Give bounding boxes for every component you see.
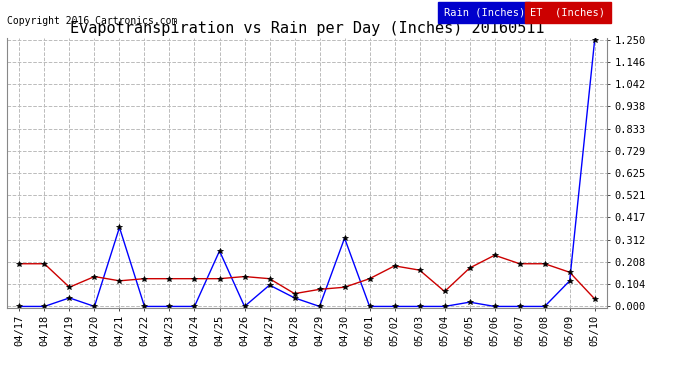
Rain (Inches): [591, 38, 599, 42]
Rain (Inches): [415, 304, 424, 309]
ET  (Inches): [391, 264, 399, 268]
Rain (Inches): [90, 304, 99, 309]
Text: Copyright 2016 Cartronics.com: Copyright 2016 Cartronics.com: [7, 16, 177, 26]
Rain (Inches): [266, 283, 274, 287]
ET  (Inches): [40, 261, 48, 266]
ET  (Inches): [115, 279, 124, 283]
Title: Evapotranspiration vs Rain per Day (Inches) 20160511: Evapotranspiration vs Rain per Day (Inch…: [70, 21, 544, 36]
ET  (Inches): [466, 266, 474, 270]
Rain (Inches): [240, 304, 248, 309]
Rain (Inches): [40, 304, 48, 309]
Rain (Inches): [440, 304, 449, 309]
ET  (Inches): [90, 274, 99, 279]
Rain (Inches): [391, 304, 399, 309]
ET  (Inches): [190, 276, 199, 281]
ET  (Inches): [540, 261, 549, 266]
ET  (Inches): [366, 276, 374, 281]
Rain (Inches): [166, 304, 174, 309]
ET  (Inches): [290, 291, 299, 296]
ET  (Inches): [491, 253, 499, 258]
Legend: Rain (Inches), ET  (Inches): Rain (Inches), ET (Inches): [440, 5, 607, 19]
ET  (Inches): [66, 285, 74, 290]
Rain (Inches): [566, 279, 574, 283]
ET  (Inches): [166, 276, 174, 281]
ET  (Inches): [240, 274, 248, 279]
ET  (Inches): [315, 287, 324, 292]
ET  (Inches): [515, 261, 524, 266]
Line: ET  (Inches): ET (Inches): [17, 252, 598, 302]
Rain (Inches): [115, 225, 124, 230]
Rain (Inches): [515, 304, 524, 309]
Rain (Inches): [190, 304, 199, 309]
Rain (Inches): [340, 236, 348, 240]
ET  (Inches): [566, 270, 574, 274]
Rain (Inches): [315, 304, 324, 309]
ET  (Inches): [440, 289, 449, 294]
ET  (Inches): [266, 276, 274, 281]
Rain (Inches): [140, 304, 148, 309]
Line: Rain (Inches): Rain (Inches): [17, 37, 598, 309]
Rain (Inches): [466, 300, 474, 304]
ET  (Inches): [591, 297, 599, 301]
Rain (Inches): [66, 296, 74, 300]
Rain (Inches): [215, 249, 224, 253]
Rain (Inches): [491, 304, 499, 309]
ET  (Inches): [415, 268, 424, 272]
ET  (Inches): [15, 261, 23, 266]
ET  (Inches): [140, 276, 148, 281]
Rain (Inches): [290, 296, 299, 300]
Rain (Inches): [540, 304, 549, 309]
ET  (Inches): [215, 276, 224, 281]
ET  (Inches): [340, 285, 348, 290]
Rain (Inches): [15, 304, 23, 309]
Rain (Inches): [366, 304, 374, 309]
